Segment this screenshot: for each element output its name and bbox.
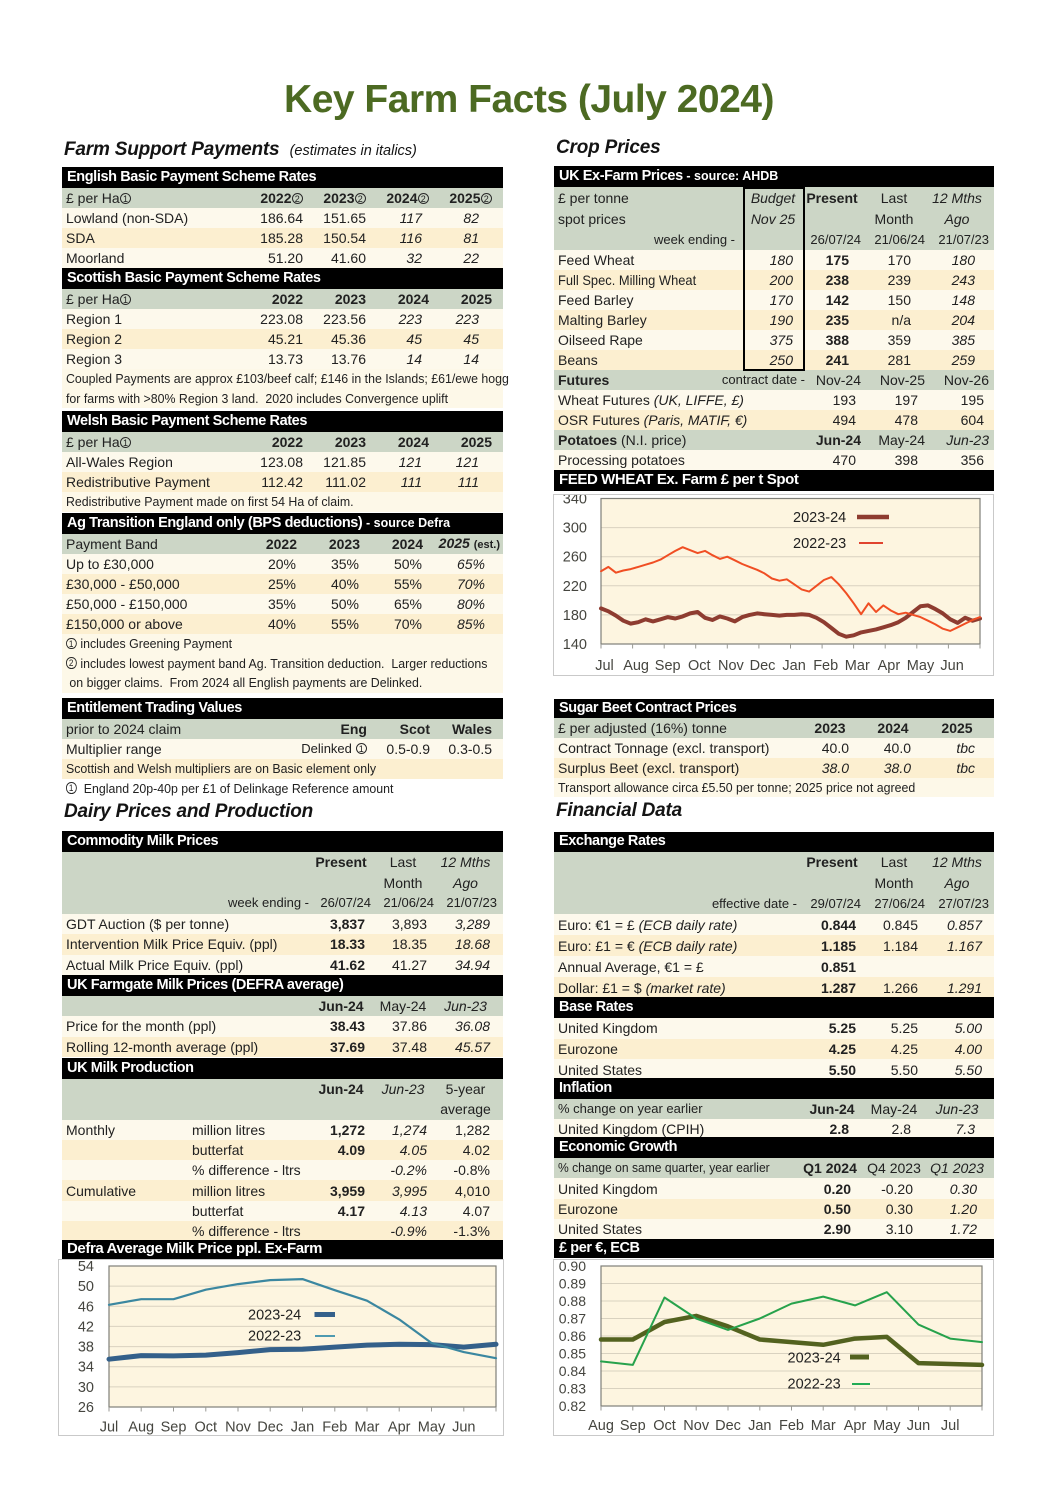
svg-text:Apr: Apr [878,658,901,674]
svg-text:26: 26 [78,1400,94,1416]
svg-text:340: 340 [563,495,587,508]
svg-text:Apr: Apr [388,1420,411,1436]
svg-text:0.87: 0.87 [559,1311,586,1327]
svg-text:Nov: Nov [225,1420,252,1436]
svg-text:Mar: Mar [845,658,870,674]
svg-text:May: May [418,1420,446,1436]
svg-text:Feb: Feb [322,1420,347,1436]
svg-text:Mar: Mar [811,1418,836,1434]
svg-text:0.89: 0.89 [559,1276,586,1292]
svg-text:Dec: Dec [750,658,776,674]
svg-text:2023-24: 2023-24 [248,1308,301,1324]
svg-text:34: 34 [78,1360,94,1376]
svg-text:Jul: Jul [595,658,614,674]
svg-text:2022-23: 2022-23 [793,536,846,552]
svg-text:Jan: Jan [782,658,805,674]
svg-text:Aug: Aug [128,1420,154,1436]
svg-text:May: May [873,1418,901,1434]
svg-text:Dec: Dec [257,1420,283,1436]
svg-text:0.86: 0.86 [559,1328,586,1344]
svg-text:0.85: 0.85 [559,1346,586,1362]
svg-text:Jan: Jan [291,1420,314,1436]
svg-text:Aug: Aug [623,658,649,674]
svg-text:260: 260 [563,550,587,566]
svg-text:42: 42 [78,1319,94,1335]
svg-text:Apr: Apr [844,1418,867,1434]
svg-text:Jul: Jul [941,1418,960,1434]
svg-text:2022-23: 2022-23 [788,1377,841,1393]
svg-text:0.84: 0.84 [559,1363,586,1379]
svg-text:Sep: Sep [161,1420,187,1436]
svg-text:54: 54 [78,1260,94,1275]
svg-text:Oct: Oct [688,658,711,674]
svg-text:0.83: 0.83 [559,1381,586,1397]
svg-text:0.90: 0.90 [559,1260,586,1274]
svg-text:Dec: Dec [715,1418,741,1434]
svg-text:Nov: Nov [718,658,745,674]
svg-text:Jan: Jan [748,1418,771,1434]
svg-text:46: 46 [78,1299,94,1315]
svg-text:Jul: Jul [100,1420,119,1436]
svg-text:300: 300 [563,521,587,537]
svg-text:May: May [907,658,935,674]
svg-text:2022-23: 2022-23 [248,1329,301,1345]
svg-text:38: 38 [78,1340,94,1356]
svg-text:Feb: Feb [813,658,838,674]
svg-text:Oct: Oct [653,1418,676,1434]
svg-text:Sep: Sep [620,1418,646,1434]
svg-text:0.88: 0.88 [559,1293,586,1309]
svg-text:Feb: Feb [779,1418,804,1434]
svg-text:Oct: Oct [195,1420,218,1436]
svg-text:0.82: 0.82 [559,1398,586,1414]
svg-text:Sep: Sep [655,658,681,674]
svg-text:180: 180 [563,608,587,624]
svg-text:Nov: Nov [683,1418,710,1434]
svg-text:2023-24: 2023-24 [788,1351,841,1367]
svg-text:Aug: Aug [588,1418,614,1434]
svg-text:140: 140 [563,637,587,653]
svg-text:Jun: Jun [940,658,963,674]
svg-text:50: 50 [78,1279,94,1295]
svg-text:Jun: Jun [907,1418,930,1434]
svg-text:Mar: Mar [355,1420,380,1436]
svg-text:220: 220 [563,579,587,595]
svg-text:30: 30 [78,1380,94,1396]
svg-text:2023-24: 2023-24 [793,510,846,526]
svg-text:Jun: Jun [452,1420,475,1436]
